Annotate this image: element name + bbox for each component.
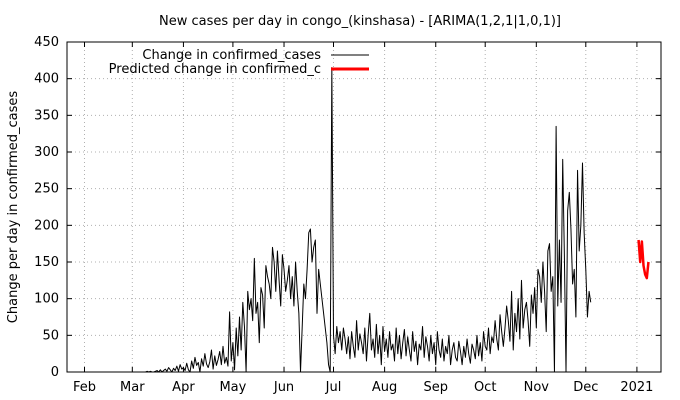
x-tick-label: Sep: [423, 380, 448, 395]
y-tick-label: 100: [34, 292, 59, 307]
series-line-0: [68, 67, 592, 373]
x-tick-label: Mar: [120, 380, 145, 395]
y-tick-label: 450: [34, 35, 59, 50]
x-tick-label: Aug: [372, 380, 397, 395]
y-axis-label: Change per day in confirmed_cases: [6, 91, 21, 324]
legend-label-1: Predicted change in confirmed_c: [109, 62, 321, 77]
plot-frame: [66, 41, 662, 373]
x-tick-label: Jul: [325, 380, 342, 395]
x-tick-label: Jun: [273, 380, 294, 395]
x-tick-label: Dec: [573, 380, 598, 395]
grid: [67, 42, 661, 372]
y-tick-label: 0: [51, 365, 59, 380]
y-tick-label: 400: [34, 72, 59, 87]
axis-ticks: 0 50 100 150 200 250 300 350 400 450 Feb Mar Apr May J…: [34, 35, 661, 395]
x-tick-label: Feb: [73, 380, 96, 395]
x-tick-label: 2021: [620, 380, 653, 395]
y-tick-label: 350: [34, 108, 59, 123]
chart-title: New cases per day in congo_(kinshasa) - …: [159, 14, 561, 29]
legend: Change in confirmed_cases Predicted chan…: [109, 48, 369, 77]
series-line-1: [637, 239, 650, 280]
legend-label-0: Change in confirmed_cases: [142, 48, 321, 63]
x-tick-label: Apr: [172, 380, 195, 395]
y-tick-label: 300: [34, 145, 59, 160]
y-tick-label: 50: [42, 328, 59, 343]
y-tick-label: 150: [34, 255, 59, 270]
x-tick-label: Oct: [474, 380, 496, 395]
y-tick-label: 250: [34, 182, 59, 197]
x-tick-label: May: [219, 380, 246, 395]
x-tick-label: Nov: [524, 380, 550, 395]
series-layer: [68, 67, 650, 373]
y-tick-label: 200: [34, 218, 59, 233]
